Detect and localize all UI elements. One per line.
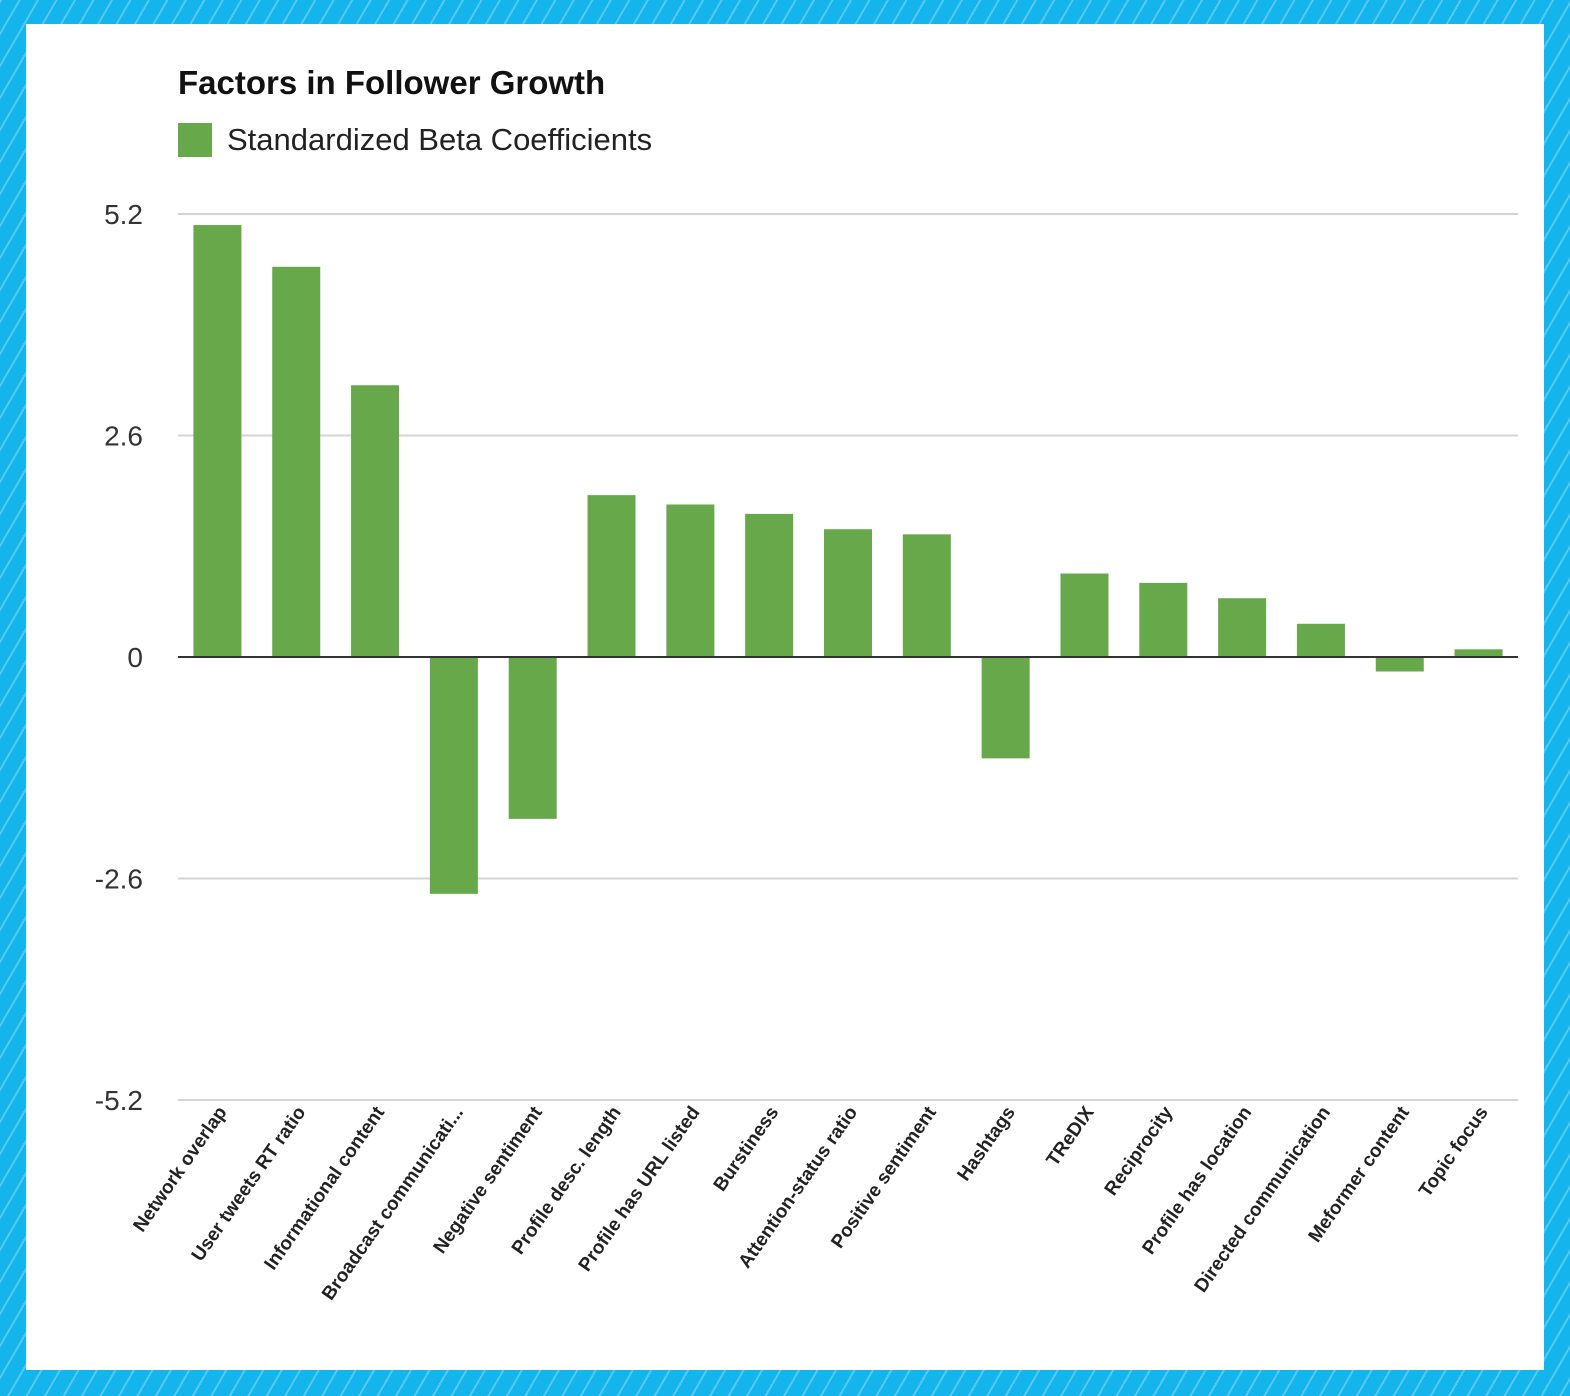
y-tick-label: -5.2 xyxy=(95,1085,143,1116)
bar xyxy=(508,657,557,819)
chart-title: Factors in Follower Growth xyxy=(178,64,606,101)
legend-label: Standardized Beta Coefficients xyxy=(227,122,653,157)
bar xyxy=(429,657,478,894)
bar xyxy=(666,504,715,657)
bar xyxy=(1454,649,1503,657)
bars xyxy=(193,225,1503,894)
bar xyxy=(824,529,872,657)
bar xyxy=(745,513,794,657)
bar xyxy=(1139,582,1188,657)
bar xyxy=(1296,623,1345,657)
y-tick-label: 2.6 xyxy=(104,421,143,452)
y-tick-labels: 5.2 2.6 0 -2.6 -5.2 xyxy=(95,199,143,1116)
bar xyxy=(1218,598,1267,657)
legend: Standardized Beta Coefficients xyxy=(178,122,652,158)
y-tick-label: 0 xyxy=(127,642,143,673)
bar xyxy=(587,495,636,657)
y-tick-label: -2.6 xyxy=(95,864,143,895)
x-category-label: TReDIX xyxy=(1043,1103,1099,1171)
bar xyxy=(981,657,1030,759)
bar xyxy=(902,534,951,657)
x-category-label: Directed communication xyxy=(1191,1103,1335,1297)
legend-swatch xyxy=(178,123,212,157)
gridlines xyxy=(178,213,1518,1101)
bar xyxy=(1375,657,1424,672)
bar xyxy=(193,225,242,657)
x-category-label: Burstiness xyxy=(710,1103,784,1195)
bar xyxy=(1060,573,1109,657)
x-category-label: Broadcast communicati... xyxy=(318,1103,468,1304)
x-category-label: Reciprocity xyxy=(1101,1102,1178,1199)
x-category-label: Hashtags xyxy=(953,1103,1019,1185)
x-category-label: Topic focus xyxy=(1415,1103,1493,1201)
bar xyxy=(272,266,321,657)
chart-panel xyxy=(26,24,1544,1370)
bar xyxy=(351,385,400,657)
y-tick-label: 5.2 xyxy=(104,199,143,230)
